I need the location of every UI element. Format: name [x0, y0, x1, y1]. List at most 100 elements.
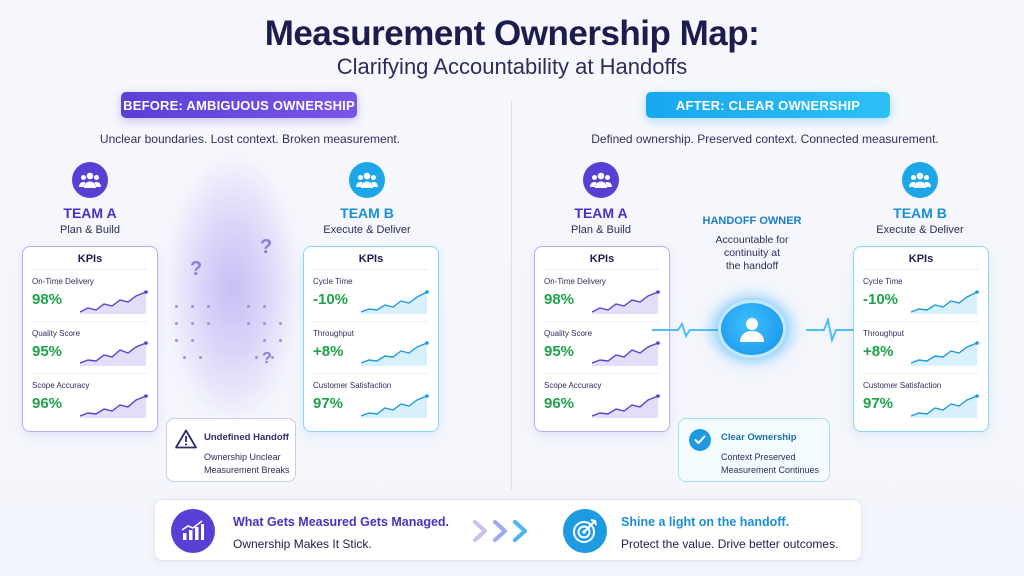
- sparkline-icon: [911, 290, 979, 314]
- footer-right-sub: Protect the value. Drive better outcomes…: [621, 537, 839, 551]
- page-subtitle: Clarifying Accountability at Handoffs: [336, 54, 688, 79]
- person-icon: [718, 300, 786, 358]
- kpi-value: 97%: [313, 395, 344, 412]
- team-b-kpi-card: KPIs Cycle Time -10% Throughput +8% Cust…: [303, 246, 439, 432]
- kpi-label: Cycle Time: [313, 277, 353, 286]
- sparkline-icon: [911, 341, 979, 366]
- kpi-header: KPIs: [313, 253, 429, 270]
- connection-pulse-line: [652, 316, 872, 344]
- kpi-header: KPIs: [863, 253, 979, 270]
- team-b-name: TEAM B: [340, 205, 394, 221]
- sparkline-icon: [592, 341, 660, 366]
- sparkline-icon: [361, 341, 429, 366]
- footer-left-sub: Ownership Makes It Stick.: [233, 537, 372, 551]
- sparkline-icon: [361, 290, 429, 314]
- footer-left-title: What Gets Measured Gets Managed.: [233, 515, 450, 529]
- question-mark-icon: ?: [190, 258, 203, 280]
- kpi-value: -10%: [863, 291, 899, 308]
- kpi-label: Throughput: [863, 329, 904, 338]
- kpi-label: On-Time Delivery: [544, 277, 606, 286]
- team-a-name: TEAM A: [574, 205, 628, 221]
- sparkline-icon: [911, 394, 979, 418]
- target-icon: [563, 509, 607, 553]
- kpi-value: -10%: [313, 291, 349, 308]
- clear-ownership-callout: Clear Ownership Context Preserved Measur…: [678, 418, 830, 482]
- kpi-value: +8%: [863, 343, 894, 360]
- kpi-label: Quality Score: [32, 329, 81, 338]
- before-description: Unclear boundaries. Lost context. Broken…: [99, 132, 401, 146]
- kpi-row: Customer Satisfaction 97%: [863, 374, 979, 426]
- callout-line: Measurement Continues: [721, 465, 820, 475]
- kpi-value: 96%: [32, 395, 63, 412]
- undefined-handoff-callout: Undefined Handoff Ownership Unclear Meas…: [166, 418, 296, 482]
- sparkline-icon: [592, 394, 660, 418]
- callout-line: Ownership Unclear: [204, 452, 281, 462]
- panel-divider: [511, 100, 512, 490]
- kpi-row: Cycle Time -10%: [863, 270, 979, 322]
- question-mark-icon: ?: [260, 236, 273, 258]
- summary-bar: What Gets Measured Gets Managed. Ownersh…: [154, 499, 862, 561]
- ambiguity-fog: [168, 158, 298, 418]
- kpi-label: On-Time Delivery: [32, 277, 94, 286]
- sparkline-icon: [80, 394, 148, 418]
- kpi-value: 95%: [32, 343, 63, 360]
- page-title: Measurement Ownership Map:: [264, 14, 760, 53]
- handoff-owner-label: HANDOFF OWNER: [702, 215, 802, 227]
- arrows-icon: [473, 520, 527, 542]
- team-icon: [349, 162, 385, 198]
- team-b-role: Execute & Deliver: [876, 224, 964, 236]
- sparkline-icon: [592, 290, 660, 314]
- dot-grid: [175, 305, 285, 375]
- question-mark-icon: ?: [262, 350, 272, 367]
- footer-right-title: Shine a light on the handoff.: [621, 515, 790, 529]
- kpi-label: Scope Accuracy: [32, 381, 90, 390]
- kpi-header: KPIs: [544, 253, 660, 270]
- callout-title: Clear Ownership: [721, 432, 797, 443]
- kpi-label: Cycle Time: [863, 277, 903, 286]
- sparkline-icon: [361, 394, 429, 418]
- kpi-label: Throughput: [313, 329, 354, 338]
- kpi-label: Scope Accuracy: [544, 381, 602, 390]
- team-b-kpi-card: KPIs Cycle Time -10% Throughput +8% Cust…: [853, 246, 989, 432]
- team-a-role: Plan & Build: [60, 224, 120, 236]
- callout-line: Context Preserved: [721, 452, 796, 462]
- after-badge: AFTER: CLEAR OWNERSHIP: [646, 92, 890, 118]
- before-badge: BEFORE: AMBIGUOUS OWNERSHIP: [121, 92, 357, 118]
- kpi-row: Throughput +8%: [313, 322, 429, 374]
- sparkline-icon: [80, 341, 148, 366]
- kpi-row: Cycle Time -10%: [313, 270, 429, 322]
- callout-line: Measurement Breaks: [204, 465, 290, 475]
- kpi-label: Quality Score: [544, 329, 593, 338]
- after-description: Defined ownership. Preserved context. Co…: [591, 132, 939, 146]
- warning-icon: [175, 429, 197, 449]
- growth-chart-icon: [171, 509, 215, 553]
- callout-title: Undefined Handoff: [204, 432, 289, 443]
- kpi-row: Throughput +8%: [863, 322, 979, 374]
- team-icon: [902, 162, 938, 198]
- kpi-row: Scope Accuracy 96%: [544, 374, 660, 426]
- kpi-row: Customer Satisfaction 97%: [313, 374, 429, 426]
- kpi-label: Customer Satisfaction: [863, 381, 942, 390]
- kpi-value: 97%: [863, 395, 894, 412]
- kpi-row: Quality Score 95%: [544, 322, 660, 374]
- kpi-row: On-Time Delivery 98%: [544, 270, 660, 322]
- team-icon: [583, 162, 619, 198]
- kpi-value: 98%: [32, 291, 63, 308]
- team-a-kpi-card: KPIs On-Time Delivery 98% Quality Score …: [22, 246, 158, 432]
- kpi-value: 98%: [544, 291, 575, 308]
- team-a-name: TEAM A: [63, 205, 117, 221]
- team-icon: [72, 162, 108, 198]
- sparkline-icon: [80, 290, 148, 314]
- team-b-name: TEAM B: [893, 205, 947, 221]
- kpi-row: On-Time Delivery 98%: [32, 270, 148, 322]
- kpi-label: Customer Satisfaction: [313, 381, 392, 390]
- team-b-role: Execute & Deliver: [323, 224, 411, 236]
- team-a-role: Plan & Build: [571, 224, 631, 236]
- kpi-value: 96%: [544, 395, 575, 412]
- kpi-row: Quality Score 95%: [32, 322, 148, 374]
- kpi-header: KPIs: [32, 253, 148, 270]
- handoff-owner-description: Accountable for continuity at the handof…: [715, 234, 789, 272]
- check-icon: [689, 429, 711, 451]
- kpi-value: +8%: [313, 343, 344, 360]
- kpi-value: 95%: [544, 343, 575, 360]
